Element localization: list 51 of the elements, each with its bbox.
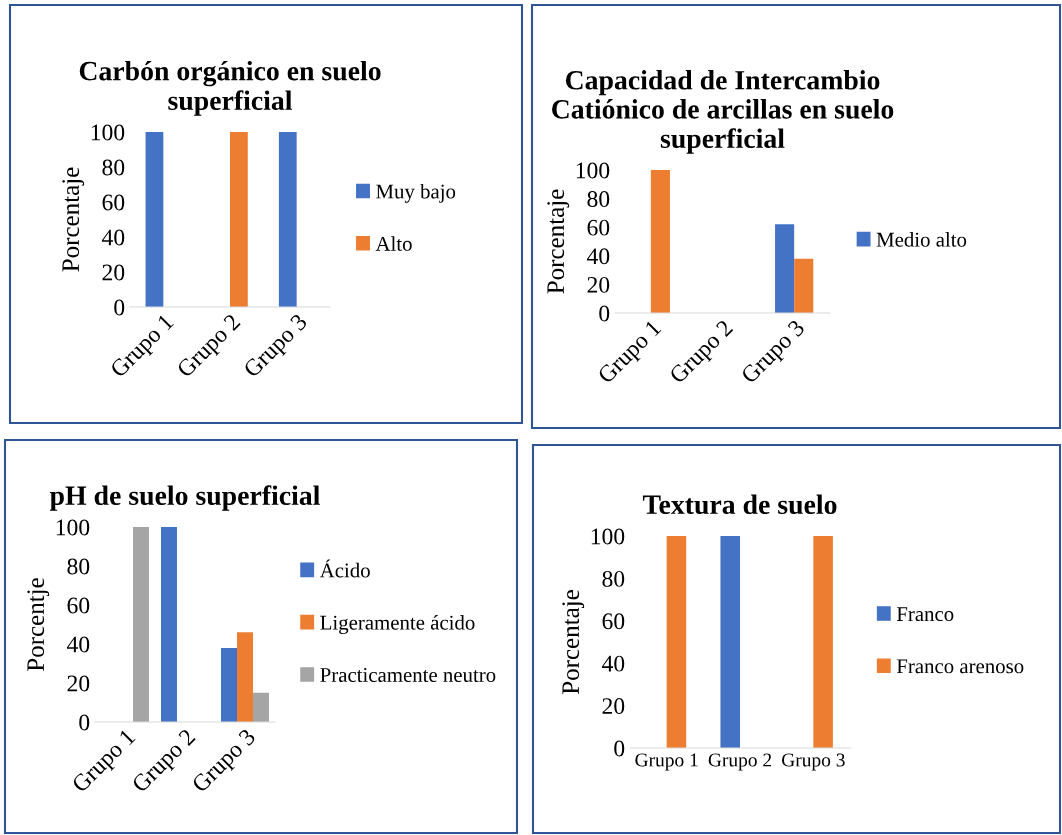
y-tick-label: 80 — [602, 570, 625, 587]
bar — [775, 224, 795, 313]
chart-title: Carbón orgánico en suelo superficial — [79, 60, 381, 116]
bar — [133, 527, 149, 722]
y-tick-label: 20 — [102, 264, 125, 281]
y-tick-label: 60 — [602, 613, 625, 630]
bar — [161, 527, 177, 722]
chart-title: Capacidad de Intercambio Catiónico de arcillas en suelo superficial — [552, 70, 894, 154]
y-axis-title: Porcentaje — [62, 167, 85, 272]
y-tick-label: 0 — [614, 740, 625, 757]
y-tick-label: 80 — [102, 159, 125, 176]
y-tick-label: 40 — [66, 636, 90, 653]
y-tick-label: 100 — [56, 519, 90, 536]
legend-label: Medio alto — [876, 232, 967, 247]
x-tick-label: Grupo 2 — [708, 753, 772, 771]
bar — [253, 692, 269, 722]
legend-label: Alto — [375, 236, 412, 251]
y-tick-label: 80 — [67, 558, 90, 575]
bar — [221, 647, 237, 722]
y-tick-label: 40 — [586, 248, 610, 265]
chart-title: pH de suelo superficial — [49, 485, 320, 511]
y-tick-label: 100 — [576, 162, 610, 179]
y-tick-label: 20 — [587, 276, 610, 293]
legend-label: Franco — [896, 607, 954, 622]
y-axis-title: Porcentaje — [562, 590, 585, 695]
legend-label: Ácido — [319, 559, 370, 578]
y-axis-title: Porcentaje — [547, 189, 570, 294]
chart-title: Textura de suelo — [642, 494, 837, 515]
y-tick-label: 40 — [601, 655, 625, 672]
legend-label: Practicamente neutro — [320, 667, 496, 682]
x-tick-label: Grupo 1 — [635, 753, 698, 771]
y-tick-label: 20 — [602, 698, 625, 715]
y-tick-label: 80 — [587, 191, 610, 208]
bar — [794, 258, 814, 313]
y-tick-label: 60 — [587, 219, 610, 236]
legend-label: Muy bajo — [376, 183, 456, 203]
legend-label: Ligeramente ácido — [320, 615, 475, 634]
x-tick-label: Grupo 3 — [782, 753, 845, 771]
y-tick-label: 100 — [591, 528, 625, 545]
bar — [237, 632, 253, 722]
y-tick-label: 0 — [114, 299, 125, 316]
y-tick-label: 0 — [79, 714, 90, 731]
bar — [650, 170, 670, 313]
y-axis-title: Porcentje — [27, 578, 50, 671]
y-tick-label: 60 — [102, 194, 125, 211]
y-tick-label: 40 — [101, 229, 125, 246]
legend-label: Franco arenoso — [896, 659, 1024, 674]
y-tick-label: 0 — [599, 305, 610, 322]
y-tick-label: 100 — [91, 124, 125, 141]
y-tick-label: 60 — [67, 597, 90, 614]
y-tick-label: 20 — [67, 675, 90, 692]
